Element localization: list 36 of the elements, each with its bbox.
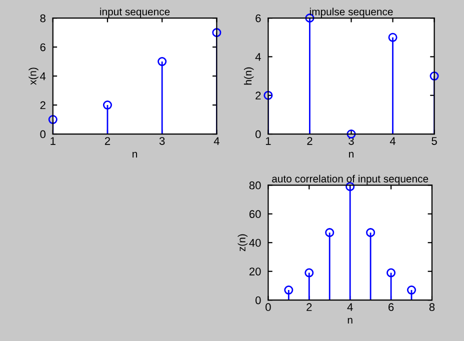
y-axis-title: h(n) (244, 67, 254, 85)
x-tick-label: 1 (50, 137, 56, 145)
x-tick-label: 2 (306, 303, 312, 311)
y-tick-label: 2 (256, 92, 261, 100)
x-tick-label: 6 (388, 303, 394, 312)
y-axis-title: z(n) (238, 234, 248, 252)
y-tick-label: 0 (256, 130, 261, 138)
x-axis-title: n (349, 152, 354, 158)
x-tick-label: 2 (307, 137, 312, 145)
x-tick-label: 5 (432, 137, 437, 145)
y-tick-label: 6 (40, 43, 46, 52)
y-tick-label: 2 (40, 101, 46, 110)
y-tick-label: 6 (256, 14, 261, 22)
chart-title: input sequence (100, 8, 170, 18)
y-tick-label: 20 (249, 268, 261, 276)
x-tick-label: 4 (390, 137, 396, 145)
x-tick-label: 0 (266, 303, 271, 312)
y-tick-label: 4 (40, 72, 46, 80)
x-tick-label: 2 (104, 137, 110, 145)
y-tick-label: 0 (256, 296, 261, 304)
y-tick-label: 4 (255, 53, 261, 61)
y-tick-label: 60 (249, 210, 261, 218)
chart-title: impulse sequence (310, 8, 393, 18)
x-tick-label: 4 (347, 303, 353, 311)
x-axis-title: n (132, 152, 138, 158)
x-tick-label: 4 (214, 137, 220, 145)
x-tick-label: 1 (266, 137, 271, 145)
y-tick-label: 8 (40, 14, 46, 22)
y-axis-title: x(n) (28, 68, 38, 85)
y-tick-label: 40 (249, 238, 261, 247)
x-tick-label: 3 (159, 137, 165, 145)
x-tick-label: 8 (429, 303, 435, 312)
y-tick-label: 0 (40, 130, 46, 138)
x-axis-title: n (348, 318, 352, 324)
y-tick-label: 80 (249, 181, 261, 190)
chart-title: auto correlation of input sequence (272, 174, 428, 185)
